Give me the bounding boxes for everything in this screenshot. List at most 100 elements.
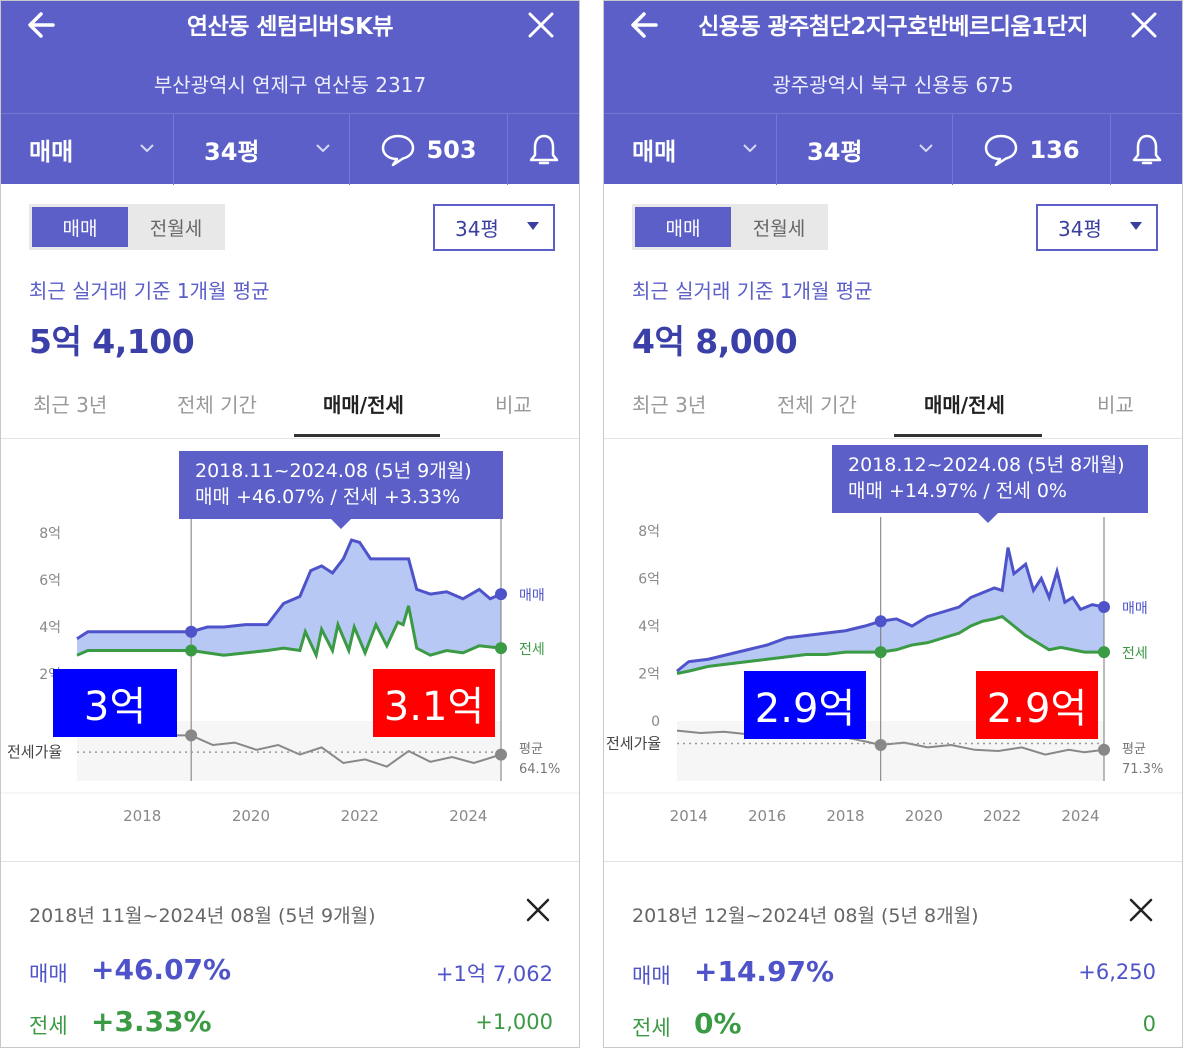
summary-sale-amount: +1억 7,062 — [435, 962, 553, 986]
chat-bubble-icon — [985, 134, 1018, 166]
sale-lease-gap-area — [677, 547, 1104, 674]
x-tick-label: 2020 — [905, 807, 943, 825]
active-tab-indicator — [294, 434, 440, 437]
segment-lease[interactable]: 전월세 — [149, 217, 203, 240]
tab-all-period[interactable]: 전체 기간 — [177, 393, 257, 417]
header-toolbar: 매매 34평 136 — [604, 113, 1182, 185]
tab-sale-lease[interactable]: 매매/전세 — [323, 393, 404, 417]
tab-compare[interactable]: 비교 — [1097, 393, 1134, 417]
sale-point — [185, 625, 198, 638]
size-dropdown[interactable]: 34평 — [174, 114, 350, 185]
caret-down-icon — [1130, 222, 1142, 230]
chart-tabs: 최근 3년 전체 기간 매매/전세 비교 — [1, 379, 579, 439]
ratio-axis-label: 전세가율 — [606, 734, 661, 752]
sale-point — [874, 615, 887, 628]
period-summary: 2018년 11월~2024년 08월 (5년 9개월) 매매 +46.07% … — [1, 863, 579, 1047]
badge-after-price: 3.1억 — [373, 669, 495, 737]
badge-before-price: 3억 — [53, 669, 177, 737]
y-tick-label: 6억 — [39, 573, 61, 589]
y-tick-label: 0 — [651, 714, 660, 730]
lease-series-label: 전세 — [519, 642, 545, 658]
x-tick-label: 2014 — [670, 807, 708, 825]
badge-after-price: 2.9억 — [976, 671, 1098, 739]
close-icon[interactable] — [1126, 895, 1156, 925]
notification-button[interactable] — [1111, 114, 1182, 185]
x-tick-label: 2016 — [748, 807, 786, 825]
period-tooltip: 2018.11~2024.08 (5년 9개월) 매매 +46.07% / 전세… — [179, 451, 503, 529]
x-tick-label: 2024 — [449, 807, 487, 825]
tooltip-change: 매매 +46.07% / 전세 +3.33% — [195, 486, 461, 508]
comment-count: 503 — [426, 135, 477, 164]
size-label: 34평 — [204, 138, 260, 166]
tooltip-period: 2018.12~2024.08 (5년 8개월) — [848, 454, 1125, 476]
header-toolbar: 매매 34평 503 — [1, 113, 579, 185]
panel-header: 연산동 센텀리버SK뷰 부산광역시 연제구 연산동 2317 매매 34평 50… — [1, 1, 579, 185]
caret-down-icon — [527, 222, 539, 230]
summary-sale-amount: +6,250 — [1078, 960, 1156, 984]
close-icon[interactable] — [1124, 5, 1164, 45]
segment-sale[interactable]: 매매 — [635, 207, 731, 247]
notification-button[interactable] — [508, 114, 579, 185]
segment-lease[interactable]: 전월세 — [752, 217, 806, 240]
tab-compare[interactable]: 비교 — [495, 393, 532, 417]
chat-bubble-icon — [382, 134, 415, 166]
deal-type-label: 매매 — [29, 138, 74, 166]
sale-point — [1098, 601, 1110, 613]
size-select[interactable]: 34평 — [1036, 204, 1158, 251]
chevron-down-icon — [919, 144, 933, 153]
average-price: 5억 4,100 — [29, 322, 195, 361]
lease-series-line — [676, 614, 1104, 675]
period-tooltip: 2018.12~2024.08 (5년 8개월) 매매 +14.97% / 전세… — [832, 445, 1148, 523]
close-icon[interactable] — [521, 5, 561, 45]
badge-before-price: 2.9억 — [744, 671, 866, 739]
summary-period: 2018년 12월~2024년 08월 (5년 8개월) — [632, 905, 979, 927]
average-price: 4억 8,000 — [632, 322, 798, 361]
size-label: 34평 — [807, 138, 863, 166]
x-tick-label: 2018 — [826, 807, 864, 825]
size-select-value: 34평 — [455, 217, 499, 241]
period-summary: 2018년 12월~2024년 08월 (5년 8개월) 매매 +14.97% … — [604, 863, 1182, 1047]
complex-address: 광주광역시 북구 신용동 675 — [772, 73, 1014, 97]
back-arrow-icon[interactable] — [626, 3, 666, 47]
y-tick-label: 4억 — [39, 620, 61, 636]
chevron-down-icon — [743, 144, 757, 153]
summary-sale-pct: +46.07% — [91, 953, 232, 986]
tab-all-period[interactable]: 전체 기간 — [777, 393, 857, 417]
segment-sale[interactable]: 매매 — [32, 207, 128, 247]
size-select[interactable]: 34평 — [433, 204, 555, 251]
panel-header: 신용동 광주첨단2지구호반베르디움1단지 광주광역시 북구 신용동 675 매매… — [604, 1, 1182, 185]
lease-point — [495, 642, 507, 655]
ratio-point — [874, 739, 887, 751]
price-basis-label: 최근 실거래 기준 1개월 평균 — [632, 279, 873, 303]
lease-point — [185, 644, 198, 657]
complex-address: 부산광역시 연제구 연산동 2317 — [153, 73, 427, 97]
summary-lease-label: 전세 — [632, 1016, 671, 1040]
ratio-average-label: 평균 — [519, 742, 543, 757]
tab-recent-3y[interactable]: 최근 3년 — [33, 393, 108, 417]
comments-button[interactable]: 503 — [350, 114, 508, 185]
sale-series-line — [676, 547, 1105, 673]
close-icon[interactable] — [523, 895, 553, 925]
summary-sale-label: 매매 — [632, 964, 671, 988]
deal-type-dropdown[interactable]: 매매 — [604, 114, 777, 185]
chevron-down-icon — [140, 144, 154, 153]
summary-period: 2018년 11월~2024년 08월 (5년 9개월) — [29, 905, 376, 927]
size-dropdown[interactable]: 34평 — [777, 114, 953, 185]
comments-button[interactable]: 136 — [953, 114, 1111, 185]
deal-type-dropdown[interactable]: 매매 — [1, 114, 174, 185]
bell-icon — [1132, 134, 1161, 164]
tab-recent-3y[interactable]: 최근 3년 — [632, 393, 707, 417]
deal-type-label: 매매 — [632, 138, 677, 166]
apartment-panel-left: 연산동 센텀리버SK뷰 부산광역시 연제구 연산동 2317 매매 34평 50… — [0, 0, 580, 1048]
tooltip-period: 2018.11~2024.08 (5년 9개월) — [195, 460, 472, 482]
trade-type-segment: 매매 전월세 — [29, 204, 225, 250]
lease-point — [1098, 646, 1110, 659]
comment-count: 136 — [1029, 135, 1080, 164]
complex-title: 신용동 광주첨단2지구호반베르디움1단지 — [698, 14, 1088, 40]
x-tick-label: 2018 — [123, 807, 161, 825]
back-arrow-icon[interactable] — [23, 3, 63, 47]
tab-sale-lease[interactable]: 매매/전세 — [924, 393, 1005, 417]
y-tick-label: 2억 — [638, 667, 660, 683]
